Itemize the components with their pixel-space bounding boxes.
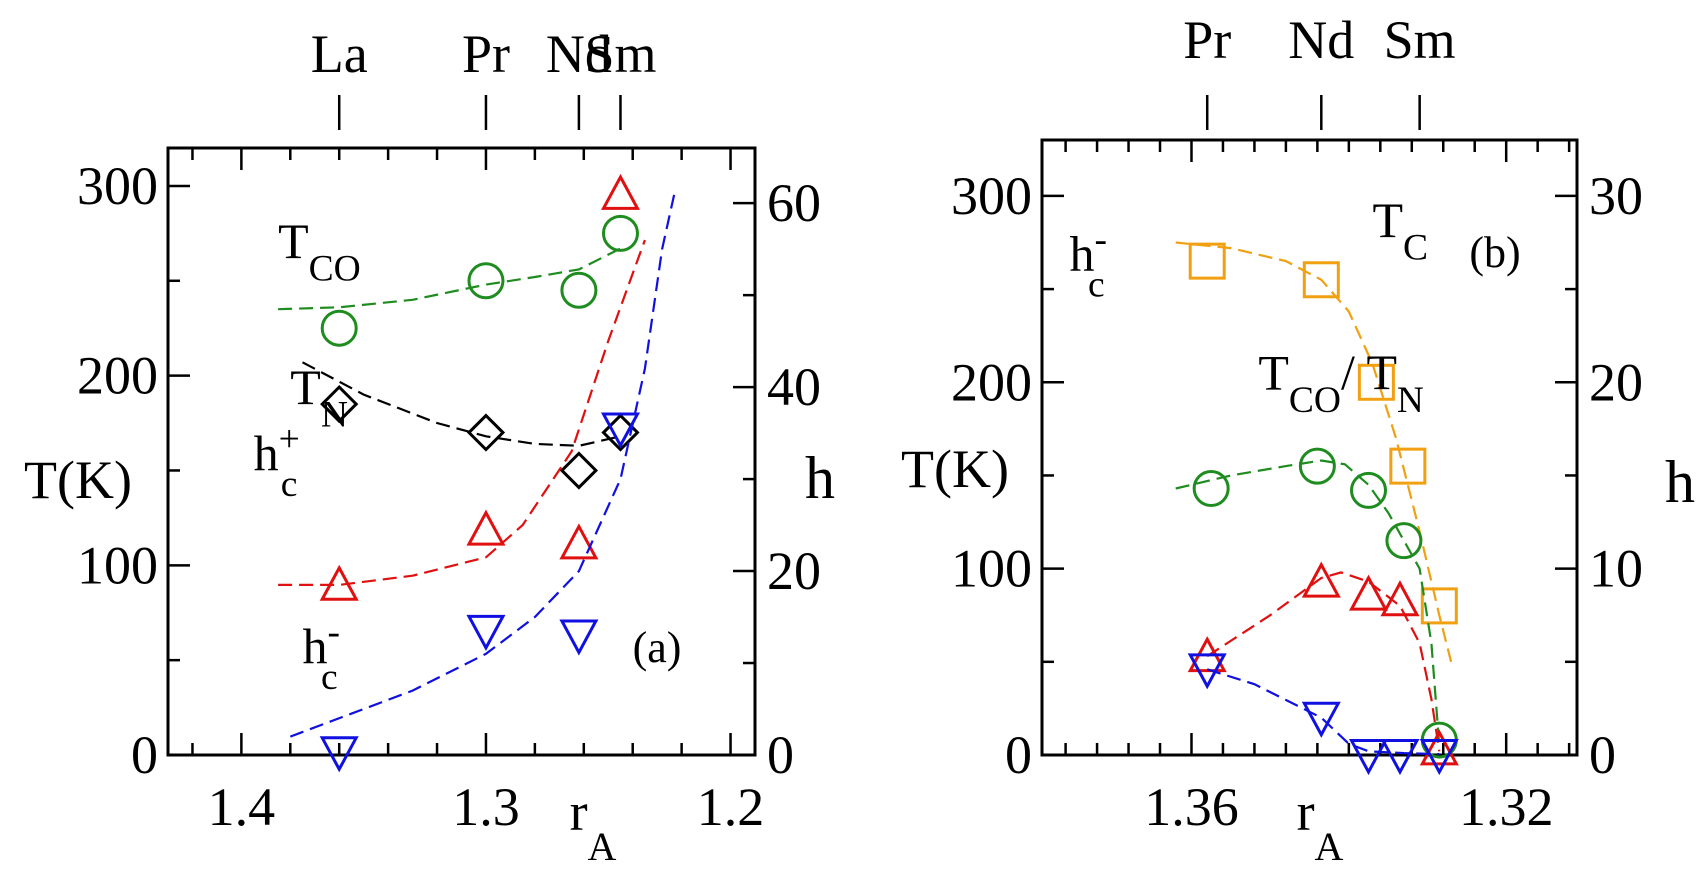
data-point — [320, 384, 359, 424]
data-point — [1302, 261, 1340, 299]
data-point — [1385, 522, 1423, 560]
series-curve — [278, 247, 621, 311]
element-label: La — [311, 24, 368, 84]
y-right-tick-label: 0 — [1589, 725, 1616, 785]
y-right-tick-label: 10 — [1589, 539, 1643, 599]
data-point — [1357, 363, 1395, 401]
series-label: TCO — [278, 213, 361, 290]
x-tick-label: 1.32 — [1459, 777, 1554, 837]
y-right-tick-label: 20 — [1589, 352, 1643, 412]
data-point — [320, 309, 358, 347]
element-label: Sm — [584, 24, 656, 84]
data-point — [1419, 729, 1459, 766]
plot-frame — [1040, 138, 1579, 757]
panel-label: (b) — [1469, 228, 1520, 277]
y-left-tick-label: 100 — [951, 539, 1032, 599]
data-point — [1389, 447, 1427, 485]
data-point — [319, 564, 359, 601]
data-point — [1348, 574, 1389, 611]
y-left-tick-label: 300 — [951, 166, 1032, 226]
data-point — [1298, 447, 1336, 485]
data-point — [560, 271, 598, 309]
data-point — [1301, 701, 1341, 738]
series-label: TC — [1372, 192, 1428, 269]
panel-label: (a) — [633, 623, 682, 672]
data-point — [1348, 739, 1389, 776]
data-point — [1419, 739, 1459, 776]
x-tick-label: 1.36 — [1144, 777, 1239, 837]
data-point — [1350, 471, 1388, 509]
y-right-tick-label: 20 — [767, 541, 821, 601]
data-point — [1380, 580, 1420, 617]
x-tick-label: 1.3 — [452, 777, 520, 837]
element-label: Nd — [546, 24, 612, 84]
data-point — [466, 614, 506, 651]
y-axis-right-label: h — [1665, 449, 1695, 515]
y-axis-left-label: T(K) — [901, 439, 1009, 499]
x-tick-label: 1.2 — [697, 777, 765, 837]
y-left-tick-label: 200 — [77, 346, 158, 406]
series-curve — [1175, 241, 1453, 663]
data-point — [601, 214, 639, 252]
y-left-tick-label: 300 — [77, 156, 158, 216]
x-axis-label: rA — [570, 782, 617, 869]
y-axis-right-label: h — [805, 445, 835, 511]
data-point — [559, 451, 599, 490]
element-label: Nd — [1288, 10, 1354, 70]
y-right-tick-label: 60 — [767, 173, 821, 233]
data-point — [600, 173, 640, 210]
y-right-tick-label: 30 — [1589, 166, 1643, 226]
panel-b: 1.36 1.32 0 100 200 300 0 10 20 30 Pr Nd Sm T(K) h rA (b… — [901, 10, 1695, 869]
series-curve — [301, 361, 621, 447]
data-point — [1192, 470, 1230, 507]
data-point — [1380, 739, 1420, 776]
y-left-tick-label: 200 — [951, 352, 1032, 412]
data-point — [466, 509, 506, 546]
y-left-tick-label: 0 — [1005, 725, 1032, 785]
series-label: h-c — [303, 612, 341, 698]
data-point — [559, 523, 599, 560]
data-point — [319, 736, 359, 773]
data-point — [1188, 242, 1226, 280]
element-label: Pr — [1183, 10, 1231, 70]
y-left-tick-label: 100 — [77, 535, 158, 595]
data-point — [1187, 653, 1227, 690]
data-point — [559, 619, 599, 656]
series-curve — [1206, 571, 1441, 752]
series-label: h+ c — [254, 419, 300, 505]
y-axis-left-label: T(K) — [24, 450, 132, 510]
y-right-tick-label: 40 — [767, 357, 821, 417]
data-point — [466, 413, 506, 452]
data-point — [1420, 587, 1458, 625]
plot-frame — [166, 146, 757, 757]
data-point — [600, 412, 640, 449]
y-right-tick-label: 0 — [767, 725, 794, 785]
data-point — [1301, 561, 1341, 598]
series-curve — [289, 193, 676, 738]
series-label: TCO/ TN — [1258, 344, 1423, 421]
series-curve — [278, 239, 646, 587]
data-point — [467, 262, 505, 300]
series-label: h-c — [1070, 219, 1108, 305]
element-label: Sm — [1384, 10, 1456, 70]
x-axis-label: rA — [1297, 782, 1344, 869]
series-curve — [1206, 668, 1440, 756]
series-label: TN — [290, 359, 348, 436]
element-label: Pr — [462, 24, 510, 84]
series-curve — [1175, 459, 1441, 746]
y-left-tick-label: 0 — [131, 725, 158, 785]
x-tick-label: 1.4 — [208, 777, 276, 837]
